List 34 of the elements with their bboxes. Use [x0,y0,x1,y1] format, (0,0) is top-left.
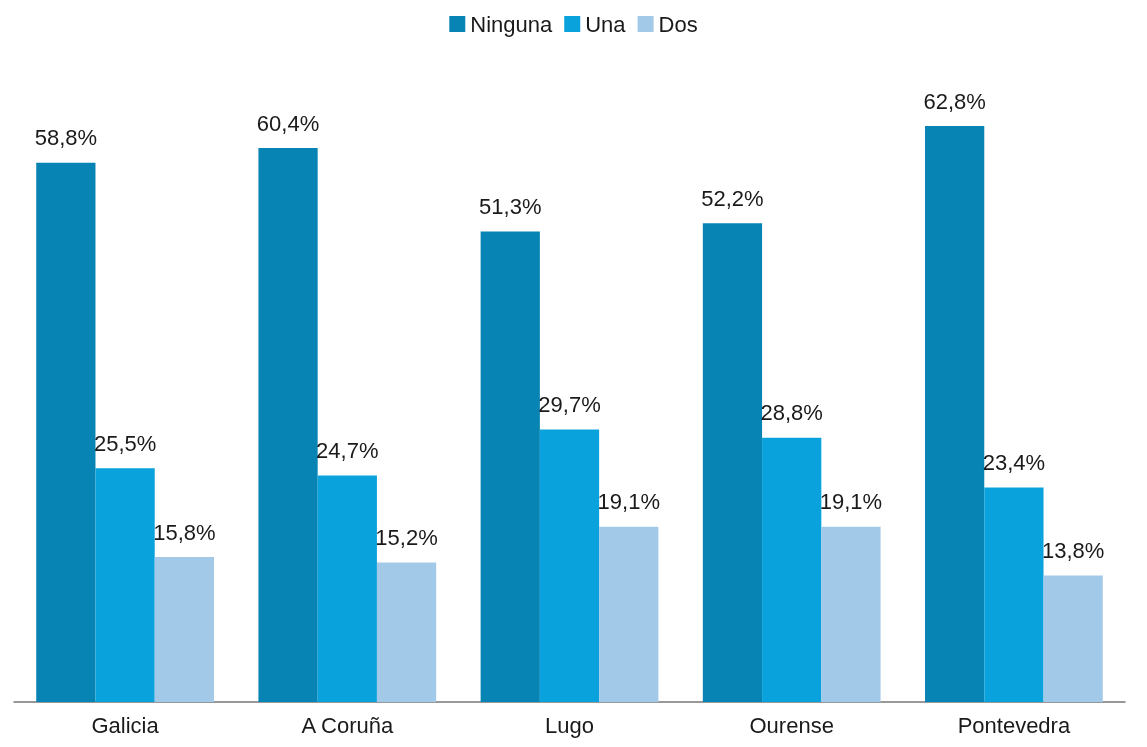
x-tick-label: Ourense [749,712,834,738]
legend-label: Dos [658,11,698,37]
bar [480,231,540,702]
x-tick-label: Lugo [545,712,594,738]
x-tick-label: Galicia [91,712,160,738]
bar [154,557,214,702]
x-tick-label: Pontevedra [957,712,1071,738]
data-label: 58,8% [34,125,98,151]
data-label: 25,5% [93,430,157,456]
bar [258,148,318,702]
x-tick-label: A Coruña [301,712,394,738]
legend-label: Ninguna [470,11,553,37]
data-label: 19,1% [819,489,883,515]
data-label: 52,2% [701,185,764,211]
data-label: 15,2% [375,525,438,551]
bar [376,562,437,702]
data-label: 62,8% [923,88,986,114]
data-label: 60,4% [256,110,320,136]
bar [317,475,377,702]
bar [539,429,600,702]
data-label: 19,1% [597,489,660,515]
bar [599,526,659,702]
bar [821,526,881,702]
data-label: 23,4% [982,449,1046,475]
bar [36,162,96,702]
bar [984,487,1044,702]
data-label: 15,8% [153,519,216,545]
bar [762,437,822,702]
bar [702,223,763,702]
bar [95,468,155,702]
data-label: 51,3% [479,194,542,220]
bar [925,126,985,702]
bar [1043,575,1103,702]
legend-label: Una [585,11,627,37]
